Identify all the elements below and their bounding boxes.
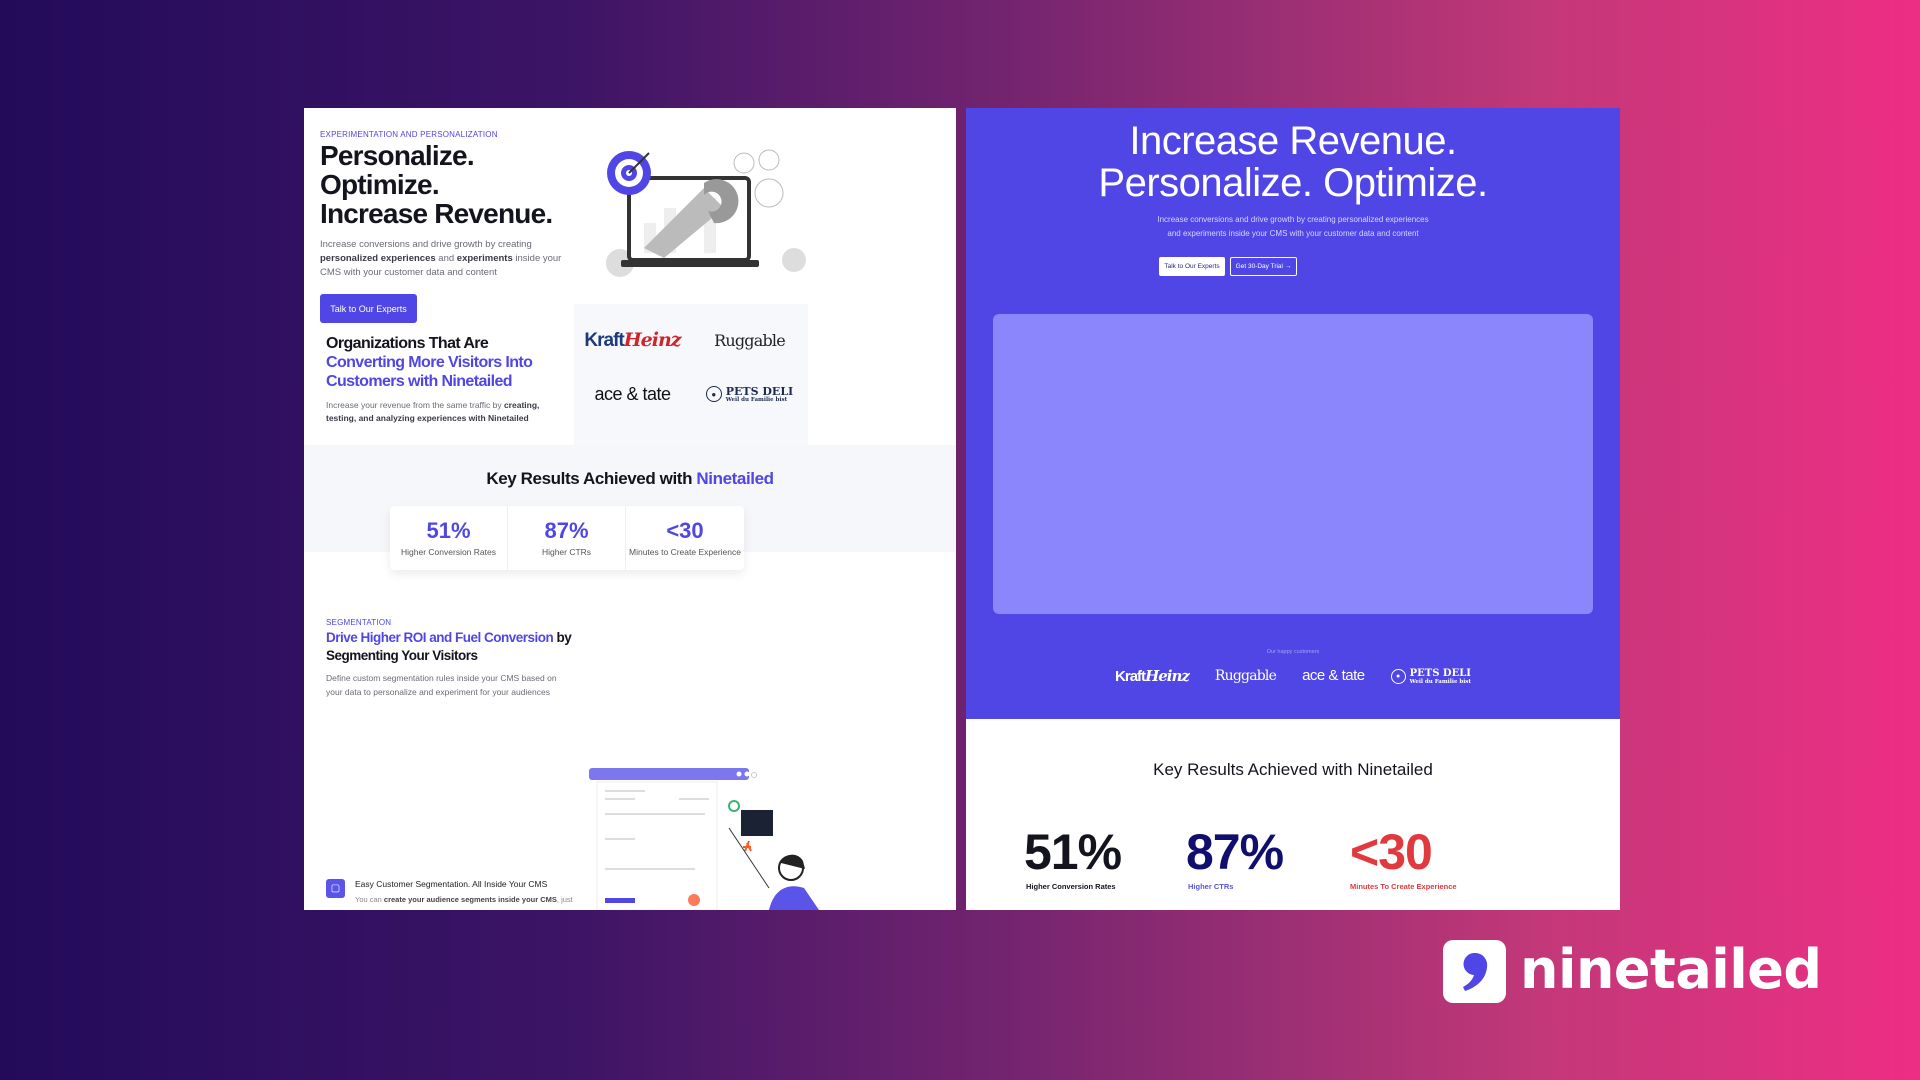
hero-text-block: EXPERIMENTATION AND PERSONALIZATION Pers… xyxy=(320,130,590,323)
stat-minutes: <30 Minutes to Create Experience xyxy=(629,518,741,557)
segmentation-text-block: SEGMENTATION Drive Higher ROI and Fuel C… xyxy=(326,618,576,699)
segmentation-ui-illustration xyxy=(589,768,819,910)
feature-description: You can create your audience segments in… xyxy=(355,895,573,904)
ruggable-logo: Ruggable xyxy=(1214,668,1277,684)
kraft-heinz-logo: KraftHeinz xyxy=(1115,666,1190,685)
ace-and-tate-logo: ace & tate xyxy=(1302,667,1365,684)
stat-ctr: 87% Higher CTRs xyxy=(1186,824,1284,891)
customers-label: Our happy customers xyxy=(1266,649,1320,655)
old-landing-page-screenshot: EXPERIMENTATION AND PERSONALIZATION Pers… xyxy=(304,108,956,910)
ninetailed-comma-icon xyxy=(1462,952,1487,991)
stat-minutes: <30 Minutes To Create Experience xyxy=(1350,824,1457,891)
segmentation-heading: Drive Higher ROI and Fuel Conversion by … xyxy=(326,630,572,663)
hero-description: Increase conversions and drive growth by… xyxy=(1157,215,1429,238)
hero-headline: Personalize. Optimize. Increase Revenue. xyxy=(320,141,590,228)
segmentation-description: Define custom segmentation rules inside … xyxy=(326,673,557,697)
talk-to-experts-button[interactable]: Talk to Our Experts xyxy=(1159,257,1225,276)
headline-line-2: Optimize. xyxy=(320,169,440,200)
segmentation-eyebrow: SEGMENTATION xyxy=(326,618,392,627)
ruggable-logo: Ruggable xyxy=(714,330,786,350)
new-landing-page-screenshot: Increase Revenue. Personalize. Optimize.… xyxy=(966,108,1620,910)
key-results-card: 51% Higher Conversion Rates 87% Higher CTR… xyxy=(390,506,744,570)
headline-line-1: Personalize. xyxy=(320,140,475,171)
hero-description: Increase conversions and drive growth by… xyxy=(320,239,562,278)
pets-deli-logo: ● PETS DELI Weil du Familie bist xyxy=(1390,668,1471,685)
lock-icon: ▢ xyxy=(326,879,345,898)
magnet-laptop-illustration xyxy=(606,149,806,277)
headline-line-3: Increase Revenue. xyxy=(320,198,553,229)
stat-conversion: 51% Higher Conversion Rates xyxy=(1024,824,1122,891)
paw-icon: ● xyxy=(705,386,722,402)
stat-conversion: 51% Higher Conversion Rates xyxy=(390,506,508,570)
organizations-heading: Organizations That Are Converting More V… xyxy=(326,335,533,390)
organizations-text-block: Organizations That Are Converting More V… xyxy=(326,334,568,425)
ninetailed-logo-mark xyxy=(1443,940,1506,1003)
video-placeholder[interactable] xyxy=(993,314,1593,614)
ace-and-tate-logo: ace & tate xyxy=(594,383,671,404)
paw-icon: ● xyxy=(1390,668,1406,684)
pets-deli-logo: ● PETS DELI Weil du Familie bist xyxy=(691,368,808,420)
stat-ctr: 87% Higher CTRs xyxy=(508,506,626,570)
talk-to-experts-button[interactable]: Talk to Our Experts xyxy=(320,294,417,323)
hero-headline: Increase Revenue. Personalize. Optimize. xyxy=(966,120,1620,204)
hero-eyebrow: EXPERIMENTATION AND PERSONALIZATION xyxy=(320,130,498,139)
get-trial-button[interactable]: Get 30-Day Trial → xyxy=(1230,257,1297,276)
organizations-description: Increase your revenue from the same traf… xyxy=(326,400,540,423)
headline-line-1: Increase Revenue. xyxy=(1129,119,1457,163)
key-results-heading: Key Results Achieved with Ninetailed xyxy=(1153,760,1433,779)
customer-logo-row: KraftHeinz Ruggable ace & tate ● PETS DEL… xyxy=(1026,663,1560,689)
headline-line-2: Personalize. Optimize. xyxy=(1098,161,1488,205)
key-results-heading: Key Results Achieved with Ninetailed xyxy=(486,469,774,488)
feature-title: Easy Customer Segmentation. All Inside Y… xyxy=(355,879,548,889)
kraft-heinz-logo: KraftHeinz xyxy=(584,328,681,351)
ninetailed-wordmark: ninetailed xyxy=(1520,938,1822,1001)
